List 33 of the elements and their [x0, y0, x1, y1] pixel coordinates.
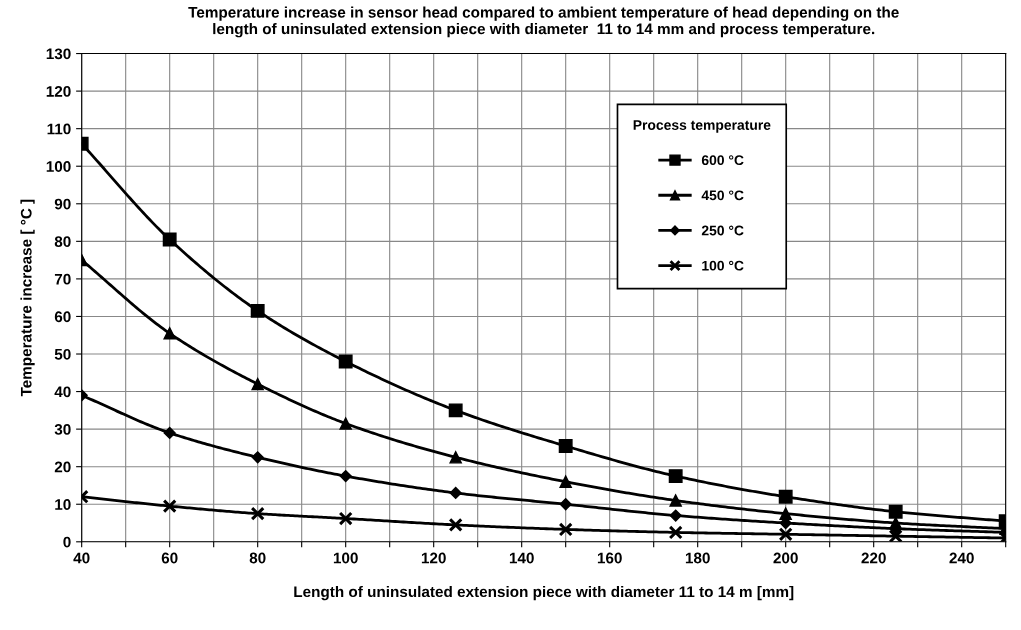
- y-tick-label: 120: [46, 85, 71, 97]
- legend-label: 600 °C: [701, 155, 744, 166]
- legend-title: Process temperature: [633, 120, 771, 133]
- y-tick-label: 0: [63, 536, 71, 548]
- x-tick-label: 40: [73, 552, 90, 564]
- y-tick-label: 20: [54, 461, 71, 473]
- x-tick-label: 240: [949, 552, 974, 564]
- y-tick-label: 100: [46, 161, 71, 172]
- x-axis-title: Length of uninsulated extension piece with diameter 11 to 14 m [mm]: [294, 585, 794, 601]
- x-tick-label: 100: [333, 552, 358, 564]
- x-tick-label: 180: [685, 552, 710, 564]
- x-tick-label: 60: [161, 552, 178, 564]
- y-tick-label: 40: [54, 386, 71, 398]
- legend-label: 100 °C: [702, 260, 744, 271]
- y-tick-label: 30: [54, 423, 71, 435]
- x-tick-label: 200: [773, 552, 798, 564]
- x-tick-label: 220: [861, 552, 886, 564]
- y-axis-title: Temperature increase [ °C ]: [20, 199, 35, 397]
- y-tick-label: 60: [54, 311, 71, 323]
- y-tick-label: 10: [55, 499, 71, 510]
- x-tick-label: 80: [249, 552, 266, 564]
- y-tick-label: 70: [54, 273, 71, 285]
- chart-title: Temperature increase in sensor head compared to ambient temperature of head depending on the length of uninsulated extension piece with diameter 11 to 14 mm and process temperature.: [188, 6, 899, 38]
- y-tick-label: 110: [47, 123, 71, 135]
- x-tick-label: 160: [597, 552, 622, 564]
- legend-label: 250 °C: [701, 225, 744, 236]
- x-tick-label: 120: [421, 552, 446, 564]
- y-tick-label: 130: [46, 48, 71, 60]
- y-tick-label: 80: [54, 236, 71, 248]
- y-tick-label: 50: [54, 348, 71, 360]
- x-tick-label: 140: [509, 552, 534, 564]
- legend-label: 450 °C: [701, 190, 744, 201]
- y-tick-label: 90: [54, 198, 71, 210]
